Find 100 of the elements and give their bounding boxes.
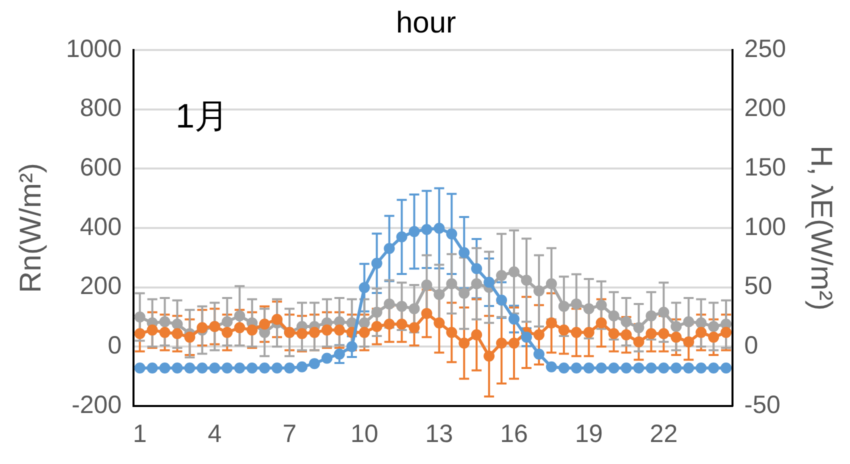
x-tick-label: 4 [208,420,222,448]
point [658,362,670,374]
point [546,317,557,328]
point [558,362,570,374]
point [658,306,670,318]
point [408,303,420,314]
point [570,326,582,338]
point [209,362,220,374]
point [434,317,445,328]
y2-tick-label: 150 [744,154,786,182]
point [134,362,146,374]
y2-tick-label: 250 [744,34,786,63]
point [334,324,345,336]
point [396,300,408,312]
point [658,328,670,340]
point [596,362,607,374]
point [608,310,620,322]
point [533,348,544,360]
point [620,316,632,328]
y-tick-label: 200 [80,272,122,300]
point [384,298,395,310]
point [371,258,382,269]
point [296,328,308,340]
point [184,332,196,343]
point [159,362,170,374]
point [458,338,470,349]
point [696,317,707,328]
point [284,362,296,374]
point [446,326,458,338]
y2-tick-label: 200 [744,94,786,122]
point [596,300,607,311]
point [458,288,470,299]
point [196,362,208,374]
point [583,303,594,314]
point [184,362,196,374]
point [421,308,432,319]
point [408,226,420,238]
point [471,263,482,274]
point [146,362,158,374]
x-tick-label: 22 [650,420,678,448]
point [346,341,358,352]
point [708,320,720,332]
point [546,361,557,372]
point [396,318,408,330]
x-tick-label: 1 [132,420,147,448]
point [696,362,707,374]
point [421,279,432,290]
point [533,285,544,296]
y2-tick-label: 100 [744,212,786,241]
point [321,352,332,364]
point [633,336,644,348]
point [670,362,682,374]
point [259,362,270,374]
point [583,362,594,374]
y-tick-label: -200 [72,390,122,419]
point [683,362,694,374]
point [172,362,183,374]
y2-tick-label: 50 [744,272,772,300]
x-tick-label: 10 [350,420,378,448]
point [196,322,208,334]
point [246,362,258,374]
point [222,316,233,328]
point [358,317,370,328]
point [471,329,482,340]
point [533,329,544,340]
point [421,224,432,235]
point [708,332,720,343]
point [558,324,570,336]
point [222,362,233,374]
point [471,278,482,290]
point [496,338,508,349]
point [384,318,395,330]
point [146,324,158,336]
point [246,324,258,336]
x-tick-label: 7 [282,420,296,448]
point [670,332,682,343]
point [608,328,620,340]
point [670,320,682,332]
point [371,306,382,318]
point [633,322,644,334]
point [272,362,283,374]
point [446,228,458,240]
point [496,294,508,306]
point [520,274,532,286]
point [321,324,332,336]
point [458,247,470,258]
point [558,300,570,312]
point [646,310,657,322]
point [371,320,382,332]
point [646,328,657,340]
point [308,358,320,370]
point [384,242,395,254]
point [272,314,283,325]
point [683,336,694,348]
point [434,288,445,300]
point [159,326,170,338]
point [583,326,594,338]
y-tick-label: 400 [80,212,122,241]
point [408,322,420,334]
point [508,338,520,349]
